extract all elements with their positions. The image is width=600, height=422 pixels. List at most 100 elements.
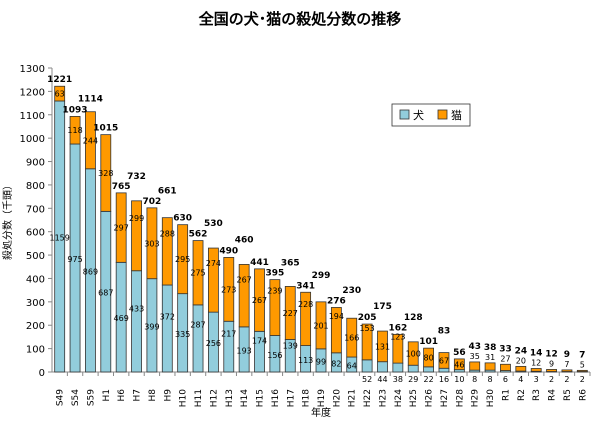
data-label-total: 661: [158, 187, 177, 197]
data-label-cat: 166: [344, 334, 359, 343]
data-label-cat: 228: [298, 300, 313, 309]
x-tick-label: R4: [548, 389, 558, 401]
legend-swatch: [399, 109, 410, 120]
data-label-cat: 295: [175, 255, 190, 264]
bar-dog: [361, 359, 373, 373]
data-label-total: 562: [189, 230, 208, 240]
bar-cat: [223, 257, 235, 322]
y-tick-label: 300: [26, 298, 45, 309]
data-label-dog: 287: [190, 320, 205, 329]
bar-dog: [423, 366, 435, 373]
bar-dog: [131, 270, 142, 373]
data-label-total: 490: [219, 246, 238, 256]
x-tick-label: S59: [86, 389, 96, 406]
data-label-cat: 27: [500, 354, 510, 363]
data-label-dog: 217: [221, 330, 236, 339]
bar-cat: [453, 358, 465, 371]
x-tick-label: H22: [363, 389, 373, 407]
bar-cat: [484, 362, 496, 371]
data-label-cat: 123: [390, 333, 405, 342]
data-label-total: 299: [312, 271, 331, 281]
data-label-total: 175: [373, 302, 392, 312]
data-label-cat: 267: [252, 296, 267, 305]
x-tick-label: H12: [209, 389, 219, 407]
data-label-cat: 227: [283, 309, 298, 318]
data-label-total: 1015: [93, 124, 118, 134]
y-tick-label: 900: [26, 158, 45, 169]
legend-label: 犬: [413, 108, 424, 122]
x-tick-label: H9: [163, 389, 173, 402]
legend-box: [391, 103, 471, 127]
data-label-cat: 328: [98, 169, 113, 178]
bar-cat: [54, 85, 66, 102]
data-label-dog: 469: [114, 314, 129, 323]
data-label-dog: 372: [160, 313, 175, 322]
bar-dog: [192, 304, 204, 373]
bar-cat: [546, 369, 557, 372]
data-label-dog: 975: [67, 255, 82, 264]
data-label-dog: 82: [331, 359, 341, 368]
data-label-total: 702: [143, 197, 162, 207]
data-label-total: 24: [515, 346, 528, 356]
data-label-dog: 8: [472, 375, 477, 384]
data-label-total: 230: [342, 286, 361, 296]
bar-cat: [361, 323, 373, 361]
data-label-dog: 399: [144, 322, 159, 331]
x-tick-label: R3: [532, 389, 542, 401]
bar-cat: [161, 217, 173, 286]
data-label-dog: 44: [377, 375, 387, 384]
data-label-total: 14: [530, 348, 543, 358]
bar-cat: [500, 363, 511, 371]
data-label-total: 9: [564, 350, 570, 360]
data-label-total: 530: [204, 219, 223, 229]
data-label-total: 128: [404, 313, 423, 323]
data-label-cat: 297: [114, 224, 129, 233]
data-label-total: 441: [250, 258, 269, 268]
x-tick-label: H16: [271, 389, 281, 407]
data-label-cat: 100: [406, 350, 421, 359]
data-label-dog: 99: [316, 357, 326, 366]
x-tick-label: H29: [471, 389, 481, 407]
data-label-dog: 3: [534, 375, 539, 384]
x-tick-label: R2: [517, 389, 527, 401]
data-label-dog: 2: [580, 375, 585, 384]
bar-dog: [392, 362, 404, 373]
x-tick-label: H23: [378, 389, 388, 407]
data-label-dog: 8: [488, 375, 493, 384]
bar-dog: [377, 361, 388, 373]
data-label-dog: 10: [454, 375, 464, 384]
data-label-dog: 4: [518, 375, 523, 384]
x-tick-label: S54: [71, 389, 81, 406]
bar-cat: [131, 200, 142, 272]
bar-cat: [85, 111, 96, 170]
data-label-cat: 303: [144, 239, 159, 248]
data-label-cat: 239: [267, 287, 282, 296]
data-label-dog: 29: [408, 375, 418, 384]
data-label-dog: 2: [549, 375, 554, 384]
x-tick-label: H8: [148, 389, 158, 402]
bar-cat: [392, 333, 404, 364]
x-tick-label: S49: [56, 389, 66, 406]
data-label-total: 1221: [47, 75, 72, 85]
data-label-dog: 22: [424, 375, 434, 384]
x-axis-label: 年度: [311, 406, 331, 419]
data-label-total: 162: [388, 323, 407, 333]
data-label-total: 12: [545, 349, 558, 359]
bar-cat: [115, 192, 127, 263]
data-label-total: 395: [265, 269, 284, 279]
x-tick-label: H13: [225, 389, 235, 407]
data-label-cat: 46: [454, 360, 464, 369]
data-label-cat: 244: [83, 136, 98, 145]
x-tick-label: H19: [317, 389, 327, 407]
data-label-dog: 52: [362, 375, 372, 384]
bar-cat: [377, 330, 388, 363]
data-label-cat: 63: [55, 90, 65, 99]
bar-cat: [284, 286, 296, 340]
data-label-total: 1093: [63, 105, 88, 115]
y-tick-label: 100: [26, 345, 45, 356]
x-tick-label: H24: [394, 389, 404, 407]
data-label-dog: 193: [237, 346, 252, 355]
y-tick-label: 1200: [20, 87, 45, 98]
data-label-total: 7: [579, 350, 585, 360]
x-tick-label: H6: [117, 389, 127, 402]
